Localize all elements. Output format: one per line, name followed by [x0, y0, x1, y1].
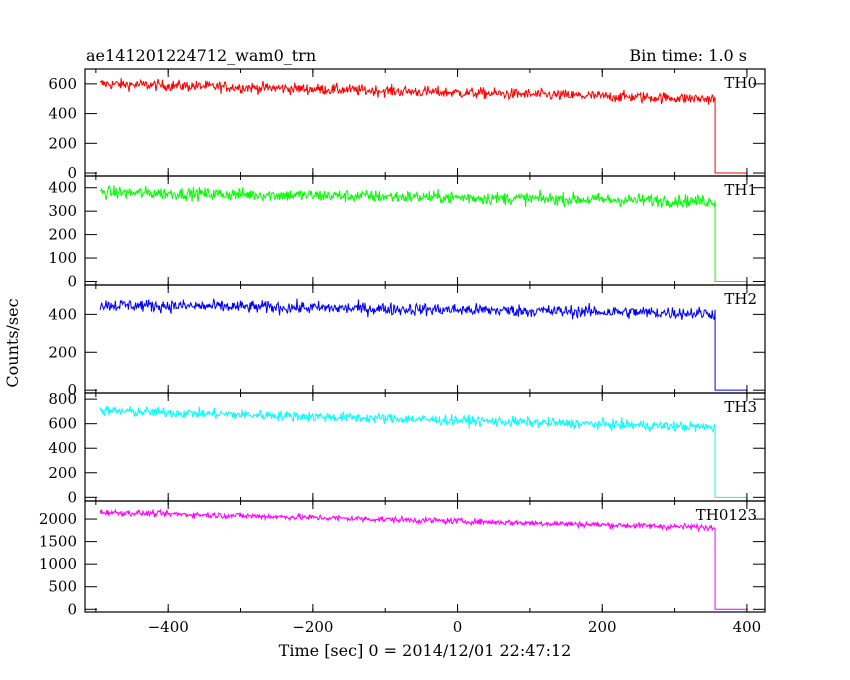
- panel-th1: 0 100 200 300 400 TH1: [48, 175, 766, 290]
- series-label-th0123: TH0123: [696, 506, 757, 524]
- x-tick-label: 0: [453, 618, 463, 636]
- y-tick-label: 500: [48, 578, 77, 596]
- x-axis-label: Time [sec] 0 = 2014/12/01 22:47:12: [279, 641, 572, 660]
- y-tick-label: 2000: [39, 510, 77, 528]
- y-tick-label: 300: [48, 202, 77, 220]
- y-tick-label: 200: [48, 464, 77, 482]
- series-line-th0123: [99, 508, 747, 610]
- x-tick-label: −400: [148, 618, 189, 636]
- figure-title: ae141201224712_wam0_trn: [86, 46, 316, 65]
- y-tick-label: 200: [48, 343, 77, 361]
- y-tick-label: 600: [48, 415, 77, 433]
- y-tick-label: 100: [48, 249, 77, 267]
- series-label-th0: TH0: [724, 74, 757, 92]
- series-line-th0: [99, 77, 747, 174]
- y-tick-label: 0: [67, 164, 77, 182]
- series-line-th2: [99, 298, 747, 391]
- y-axis-label: Counts/sec: [3, 298, 22, 387]
- series-label-th2: TH2: [724, 290, 757, 308]
- y-tick-label: 200: [48, 134, 77, 152]
- y-tick-label: 600: [48, 75, 77, 93]
- panel-frame: [84, 500, 766, 613]
- bin-time-label: Bin time: 1.0 s: [629, 46, 747, 65]
- panel-frame: [84, 392, 766, 502]
- y-tick-label: 400: [48, 439, 77, 457]
- y-tick-label: 200: [48, 226, 77, 244]
- y-tick-label: 0: [67, 272, 77, 290]
- panel-th0: 0 200 400 600 TH0: [48, 68, 766, 182]
- series-label-th3: TH3: [724, 398, 757, 416]
- series-line-th3: [99, 405, 747, 498]
- series-label-th1: TH1: [724, 181, 757, 199]
- y-tick-label: 800: [48, 390, 77, 408]
- y-tick-label: 0: [67, 488, 77, 506]
- y-tick-label: 0: [67, 600, 77, 618]
- y-tick-label: 400: [48, 305, 77, 323]
- panel-th0123: 0 500 1000 1500 2000 TH0123: [39, 500, 766, 618]
- y-tick-label: 400: [48, 105, 77, 123]
- y-tick-label: 1500: [39, 533, 77, 551]
- panel-th2: 0 200 400 TH2: [48, 284, 766, 399]
- y-tick-label: 400: [48, 179, 77, 197]
- x-tick-label: −200: [292, 618, 333, 636]
- y-tick-label: 1000: [39, 555, 77, 573]
- panel-frame: [84, 175, 766, 286]
- x-tick-label: 200: [588, 618, 617, 636]
- y-tick-label: 0: [67, 381, 77, 399]
- x-tick-label: 400: [733, 618, 762, 636]
- panel-frame: [84, 284, 766, 394]
- series-line-th1: [100, 185, 747, 282]
- panel-th3: 0 200 400 600 800 TH3: [48, 390, 766, 506]
